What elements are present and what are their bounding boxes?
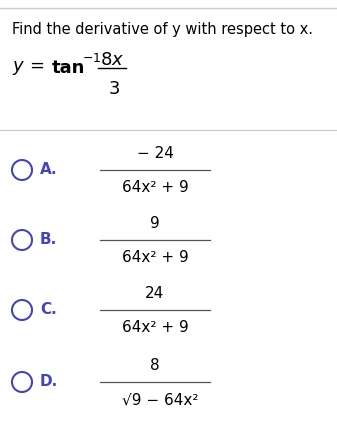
Text: 24: 24 — [145, 287, 165, 302]
Text: − 24: − 24 — [136, 146, 174, 162]
Text: 8: 8 — [150, 359, 160, 373]
Text: B.: B. — [40, 232, 57, 247]
Text: tan: tan — [52, 59, 85, 77]
Text: A.: A. — [40, 162, 58, 178]
Text: 9: 9 — [150, 217, 160, 231]
Text: D.: D. — [40, 375, 58, 389]
Text: $-1$: $-1$ — [82, 52, 101, 65]
Text: Find the derivative of y with respect to x.: Find the derivative of y with respect to… — [12, 22, 313, 37]
Text: $3$: $3$ — [108, 80, 120, 98]
Text: √9 − 64x²: √9 − 64x² — [122, 392, 198, 408]
Text: 64x² + 9: 64x² + 9 — [122, 320, 188, 336]
Text: C.: C. — [40, 303, 57, 317]
Text: $y\,=\,$: $y\,=\,$ — [12, 59, 45, 77]
Text: $8x$: $8x$ — [100, 51, 124, 69]
Text: 64x² + 9: 64x² + 9 — [122, 251, 188, 266]
Text: 64x² + 9: 64x² + 9 — [122, 181, 188, 195]
